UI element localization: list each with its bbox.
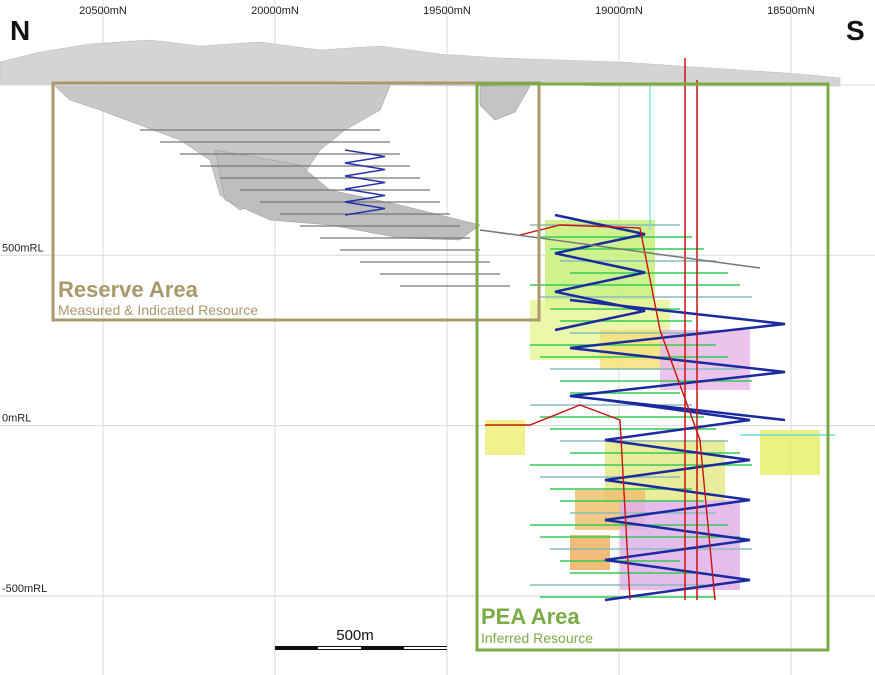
northing-label: 19500mN	[423, 5, 471, 17]
compass-south: S	[846, 15, 865, 46]
reserve-box	[51, 81, 541, 322]
decline	[344, 149, 386, 216]
reserve-subtitle: Measured & Indicated Resource	[58, 302, 258, 318]
pea-box	[475, 82, 830, 652]
stopes	[479, 85, 531, 121]
ramp	[485, 404, 631, 601]
ore-block	[485, 420, 525, 455]
northing-label: 20000mN	[251, 5, 299, 17]
pea-title: PEA Area	[481, 604, 580, 629]
terrain	[0, 39, 841, 87]
ore-block	[760, 430, 820, 475]
ramp	[519, 224, 716, 601]
elevation-label: 0mRL	[2, 413, 31, 425]
drive	[479, 229, 761, 269]
workings	[140, 58, 835, 602]
scale-bar-segment	[404, 647, 447, 649]
elevation-label: -500mRL	[2, 583, 47, 595]
stopes	[54, 85, 391, 211]
stopes	[214, 149, 481, 241]
northing-label: 20500mN	[79, 5, 127, 17]
decline	[604, 398, 751, 602]
scale-label: 500m	[336, 627, 374, 644]
pea-subtitle: Inferred Resource	[481, 630, 593, 646]
compass-north: N	[10, 15, 30, 46]
decline	[554, 213, 646, 332]
elevation-label: 500mRL	[2, 242, 44, 254]
northing-label: 18500mN	[767, 5, 815, 17]
scale-bar-segment	[318, 647, 361, 649]
ore-block	[570, 535, 610, 570]
reserve-title: Reserve Area	[58, 277, 199, 302]
northing-label: 19000mN	[595, 5, 643, 17]
